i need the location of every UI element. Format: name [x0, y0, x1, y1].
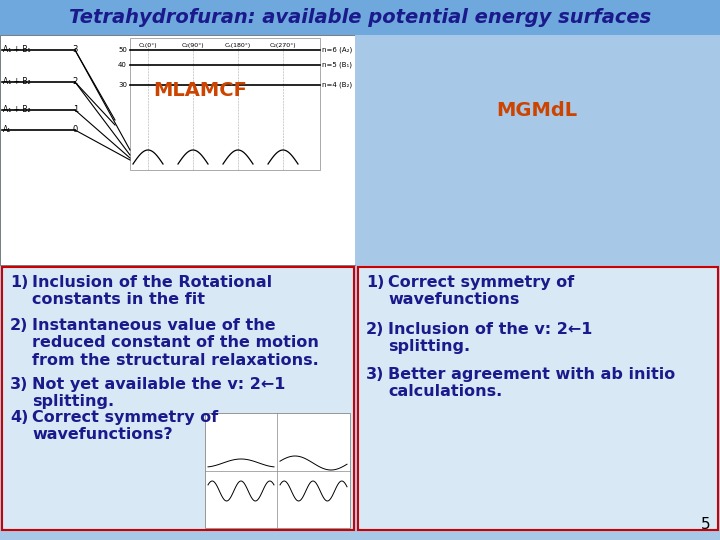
- Text: Not yet available the v: 2←1
splitting.: Not yet available the v: 2←1 splitting.: [32, 377, 285, 409]
- Text: 3): 3): [366, 367, 384, 382]
- Text: 50: 50: [118, 47, 127, 53]
- Text: Tetrahydrofuran: available potential energy surfaces: Tetrahydrofuran: available potential ene…: [69, 8, 651, 27]
- Text: 1): 1): [366, 275, 384, 290]
- Text: Correct symmetry of
wavefunctions: Correct symmetry of wavefunctions: [388, 275, 575, 307]
- Bar: [355, 35, 720, 265]
- Text: Inclusion of the v: 2←1
splitting.: Inclusion of the v: 2←1 splitting.: [388, 322, 593, 354]
- Text: 2: 2: [73, 78, 78, 86]
- Text: 5: 5: [701, 517, 710, 532]
- Text: A₁ + B₂: A₁ + B₂: [3, 78, 31, 86]
- Text: 1: 1: [73, 105, 78, 114]
- Text: 40: 40: [118, 62, 127, 68]
- Text: C₁(0°): C₁(0°): [139, 43, 157, 48]
- Bar: [2, 267, 354, 530]
- Text: C₂(90°): C₂(90°): [181, 43, 204, 48]
- Text: 2): 2): [10, 318, 28, 333]
- Text: A₁ + B₂: A₁ + B₂: [3, 105, 31, 114]
- Text: Better agreement with ab initio
calculations.: Better agreement with ab initio calculat…: [388, 367, 675, 400]
- Text: 1): 1): [10, 275, 28, 290]
- Bar: [130, 38, 320, 170]
- Bar: [205, 413, 350, 528]
- Text: 4): 4): [10, 410, 28, 425]
- Text: n=5 (B₁): n=5 (B₁): [322, 62, 352, 68]
- Bar: [0, 35, 355, 265]
- Text: Inclusion of the Rotational
constants in the fit: Inclusion of the Rotational constants in…: [32, 275, 272, 307]
- Text: 3: 3: [73, 45, 78, 55]
- Text: 3): 3): [10, 377, 28, 392]
- Bar: [0, 0, 720, 35]
- Text: Correct symmetry of
wavefunctions?: Correct symmetry of wavefunctions?: [32, 410, 218, 442]
- Text: n=6 (A₂): n=6 (A₂): [322, 47, 352, 53]
- Text: A₁ + B₁: A₁ + B₁: [3, 45, 30, 55]
- Text: Cₛ(180°): Cₛ(180°): [225, 43, 251, 48]
- Text: A₁: A₁: [3, 125, 12, 134]
- Text: MLAMCF: MLAMCF: [153, 80, 247, 99]
- Text: Instantaneous value of the
reduced constant of the motion
from the structural re: Instantaneous value of the reduced const…: [32, 318, 319, 368]
- Text: 2): 2): [366, 322, 384, 337]
- Text: MGMdL: MGMdL: [496, 100, 577, 119]
- Text: 0: 0: [73, 125, 78, 134]
- Text: n=4 (B₂): n=4 (B₂): [322, 82, 352, 88]
- Text: 30: 30: [118, 82, 127, 88]
- Text: C₂(270°): C₂(270°): [270, 43, 297, 48]
- Bar: [358, 267, 718, 530]
